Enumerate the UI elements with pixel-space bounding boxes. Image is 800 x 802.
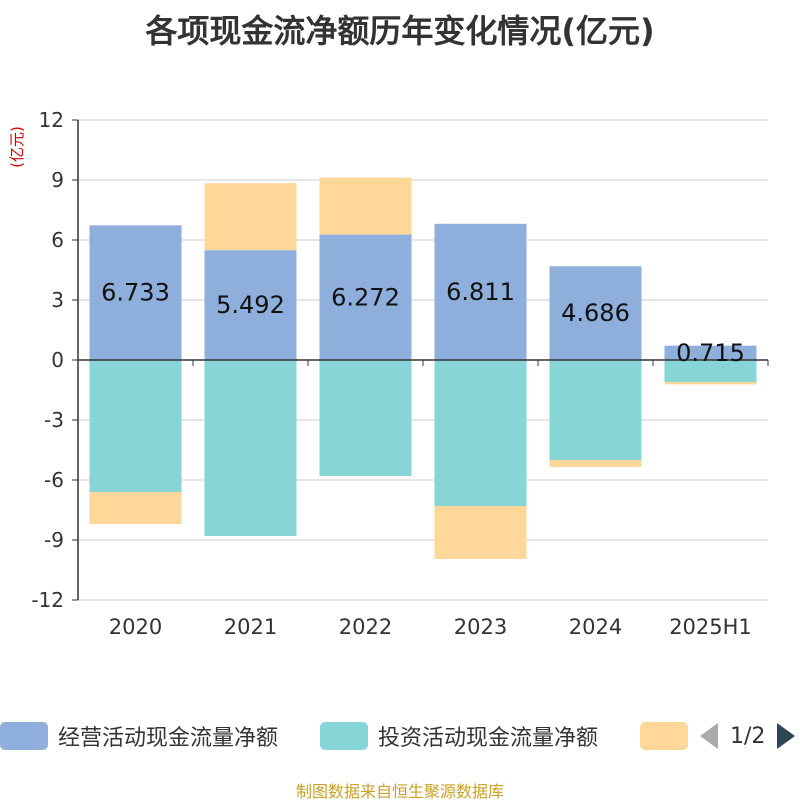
data-label: 4.686: [561, 299, 630, 327]
bar-series-2-2020[interactable]: [89, 492, 182, 524]
data-label: 0.715: [676, 339, 745, 367]
data-label: 6.733: [101, 279, 170, 307]
bar-series-0-2020[interactable]: [89, 225, 182, 360]
bars: [89, 177, 757, 559]
y-tick-label: -6: [44, 468, 64, 492]
x-tick-label: 2022: [339, 615, 392, 639]
y-tick-label: -3: [44, 408, 64, 432]
axes: 12 9 6 3 0 -3 -6 -9 -12 (亿元) 2020 2021 2022 2023 2024 2…: [8, 108, 769, 639]
data-label: 6.811: [446, 278, 515, 306]
bar-series-0-2025H1[interactable]: [664, 345, 757, 360]
y-tick-label: 3: [51, 288, 64, 312]
bar-series-0-2023[interactable]: [434, 223, 527, 360]
legend-swatch: [320, 722, 368, 750]
bar-series-1-2022[interactable]: [319, 360, 412, 476]
grid-lines: [78, 119, 768, 601]
legend-label: 投资活动现金流量净额: [378, 726, 599, 751]
legend-swatch: [0, 722, 48, 750]
bar-series-2-2023[interactable]: [434, 506, 527, 559]
data-label: 6.272: [331, 283, 400, 311]
legend-item-financing[interactable]: [640, 716, 698, 756]
legend-page-indicator: 1/2: [730, 723, 766, 749]
data-label: 5.492: [216, 291, 285, 319]
bar-series-1-2021[interactable]: [204, 360, 297, 536]
bar-series-1-2025H1[interactable]: [664, 360, 757, 382]
bar-series-0-2021[interactable]: [204, 250, 297, 360]
bar-series-0-2022[interactable]: [319, 234, 412, 360]
y-axis-label: (亿元): [8, 126, 26, 168]
data-labels: 6.733 5.492 6.272 6.811 4.686 0.715: [101, 278, 745, 367]
y-tick-label: 9: [51, 168, 64, 192]
bar-series-2-2024[interactable]: [549, 460, 642, 467]
chart: 12 9 6 3 0 -3 -6 -9 -12 (亿元) 2020 2021 2022 2023 2024 2…: [8, 108, 769, 639]
bar-series-1-2020[interactable]: [89, 360, 182, 492]
legend-item-investing[interactable]: 投资活动现金流量净额: [320, 716, 598, 756]
chevron-right-icon[interactable]: [777, 723, 796, 749]
y-tick-label: 0: [51, 348, 64, 372]
y-tick-label: 6: [51, 228, 64, 252]
bar-series-1-2023[interactable]: [434, 360, 527, 506]
source-note: 制图数据来自恒生聚源数据库: [295, 782, 504, 801]
x-tick-label: 2024: [569, 615, 622, 639]
bar-series-2-2021[interactable]: [204, 183, 297, 251]
legend: 经营活动现金流量净额 投资活动现金流量净额 1/2: [0, 716, 800, 756]
chevron-left-icon[interactable]: [700, 723, 718, 749]
legend-item-operating[interactable]: 经营活动现金流量净额: [0, 716, 278, 756]
y-tick-label: -12: [31, 588, 64, 612]
legend-swatch: [640, 722, 688, 750]
bar-series-2-2022[interactable]: [319, 177, 412, 235]
bar-series-2-2025H1[interactable]: [664, 382, 757, 385]
x-tick-label: 2023: [454, 615, 507, 639]
x-tick-label: 2021: [224, 615, 277, 639]
chart-title: 各项现金流净额历年变化情况(亿元): [145, 12, 655, 50]
legend-pager: 1/2: [700, 716, 796, 756]
bar-series-0-2024[interactable]: [549, 266, 642, 360]
x-tick-label: 2020: [109, 615, 162, 639]
x-tick-label: 2025H1: [669, 615, 752, 639]
y-tick-label: 12: [39, 108, 64, 132]
y-tick-label: -9: [44, 528, 64, 552]
bar-series-1-2024[interactable]: [549, 360, 642, 460]
legend-label: 经营活动现金流量净额: [58, 726, 279, 751]
